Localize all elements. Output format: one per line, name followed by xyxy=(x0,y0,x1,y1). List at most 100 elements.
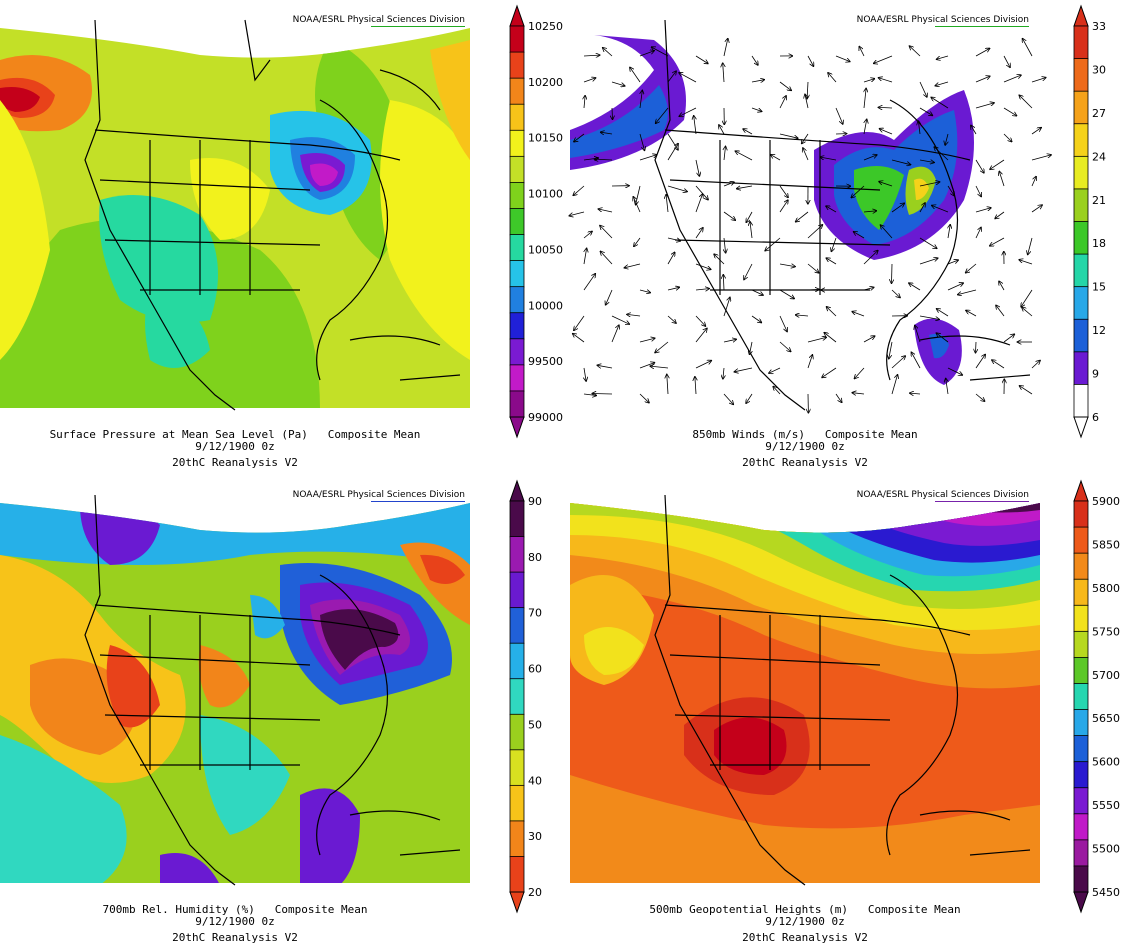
colorbar-swatch xyxy=(509,390,525,418)
colorbar-tick-label: 27 xyxy=(1092,107,1106,120)
wind-vector xyxy=(667,375,668,395)
wind-vector xyxy=(723,339,736,342)
colorbar-lower-arrow xyxy=(1073,891,1089,914)
wind-vector xyxy=(667,287,679,290)
wind-vector xyxy=(852,393,865,394)
colorbar-swatch xyxy=(1073,552,1089,581)
colorbar-tick-label: 30 xyxy=(1092,63,1106,76)
colorbar-tick-label: 5700 xyxy=(1092,669,1120,682)
wind-vector xyxy=(936,333,949,343)
wind-vector xyxy=(723,182,734,187)
wind-vector xyxy=(863,119,867,135)
wind-vector xyxy=(639,51,654,57)
colorbar-swatch xyxy=(1073,630,1089,659)
wind-vector xyxy=(971,125,977,135)
colorbar-tick-label: 5550 xyxy=(1092,799,1120,812)
wind-vector xyxy=(851,185,865,198)
wind-vector xyxy=(724,237,726,253)
colorbar-swatch xyxy=(509,25,525,53)
colorbar-swatch xyxy=(509,749,525,787)
wind-vector xyxy=(919,258,938,265)
humidity-dataset: 20thC Reanalysis V2 xyxy=(172,931,298,944)
colorbar-swatch xyxy=(1073,656,1089,685)
wind-vector xyxy=(779,200,788,213)
colorbar-swatch xyxy=(1073,787,1089,815)
wind-vector xyxy=(805,94,809,109)
heights-map xyxy=(570,494,1040,886)
wind-vector xyxy=(639,363,655,369)
wind-vector xyxy=(807,225,822,239)
colorbar-tick-label: 12 xyxy=(1092,324,1106,337)
wind-vector xyxy=(915,326,921,343)
wind-vector xyxy=(723,367,724,379)
colorbar-swatch xyxy=(1073,90,1089,125)
wind-vector xyxy=(695,159,699,176)
wind-vector xyxy=(807,289,819,290)
wind-vector xyxy=(852,312,865,317)
wind-vector xyxy=(919,182,940,187)
colorbar-swatch xyxy=(509,181,525,210)
wind-vector xyxy=(1003,75,1021,83)
credit-underline xyxy=(934,501,1029,502)
credit-text: NOAA/ESRL Physical Sciences Division xyxy=(292,490,465,500)
wind-vector xyxy=(824,333,837,343)
colorbar-tick-label: 18 xyxy=(1092,237,1106,250)
wind-vector xyxy=(695,315,705,326)
wind-vector xyxy=(723,63,724,83)
winds-title: 850mb Winds (m/s) Composite Mean xyxy=(692,428,918,441)
wind-vector xyxy=(584,96,585,109)
wind-vector xyxy=(891,203,904,213)
colorbar-tick-label: 50 xyxy=(528,718,542,731)
wind-vector xyxy=(937,55,949,59)
wind-vector xyxy=(734,367,753,372)
wind-vector xyxy=(934,147,949,161)
credit-label: NOAA/ESRL Physical Sciences Division xyxy=(292,490,465,502)
wind-vector xyxy=(573,185,585,195)
wind-vector xyxy=(1020,386,1033,395)
wind-vector xyxy=(975,49,990,57)
humidity-date: 9/12/1900 0z xyxy=(195,915,275,928)
wind-vector xyxy=(863,155,877,161)
wind-vector xyxy=(695,361,711,369)
wind-vector xyxy=(874,55,893,63)
wind-vector xyxy=(595,159,613,160)
wind-vector xyxy=(835,55,850,62)
colorbar-swatch xyxy=(509,155,525,184)
wind-vector xyxy=(779,81,791,90)
wind-vector xyxy=(807,263,819,273)
wind-vector xyxy=(650,366,669,368)
wind-vector xyxy=(919,107,932,115)
wind-vector xyxy=(999,281,1005,291)
wind-vector xyxy=(723,393,733,404)
colorbar-swatch xyxy=(1073,709,1089,737)
colorbar-swatch xyxy=(509,234,525,262)
colorbar-tick-label: 5600 xyxy=(1092,756,1120,769)
wind-vector xyxy=(656,107,669,123)
colorbar-swatch xyxy=(1073,683,1089,711)
wind-vector xyxy=(601,132,613,134)
colorbar-tick-label: 5450 xyxy=(1092,886,1120,899)
wind-vector xyxy=(975,228,981,239)
panel-slp: NOAA/ESRL Physical Sciences Division 102… xyxy=(0,0,563,475)
colorbar-swatch xyxy=(509,51,525,80)
wind-vector xyxy=(1031,205,1042,213)
wind-vector xyxy=(574,133,585,142)
humidity-colorbar: 90 80 70 60 50 40 30 20 xyxy=(509,479,542,914)
colorbar-tick-label: 40 xyxy=(528,774,542,787)
wind-vector xyxy=(750,222,752,239)
colorbar-tick-label: 80 xyxy=(528,551,542,564)
wind-vector xyxy=(909,283,921,291)
colorbar-swatch xyxy=(509,607,525,645)
credit-label: NOAA/ESRL Physical Sciences Division xyxy=(857,490,1029,502)
credit-text: NOAA/ESRL Physical Sciences Division xyxy=(292,15,465,25)
wind-vector xyxy=(652,47,669,57)
colorbar-swatch xyxy=(1073,253,1089,288)
wind-vector xyxy=(771,155,781,161)
wind-vector xyxy=(1003,133,1012,142)
slp-map xyxy=(0,19,470,411)
wind-vector xyxy=(592,394,613,395)
heights-title: 500mb Geopotential Heights (m) Composite… xyxy=(649,903,961,916)
wind-vector xyxy=(1031,128,1041,135)
wind-vector xyxy=(1003,107,1017,116)
wind-vector xyxy=(603,48,613,57)
